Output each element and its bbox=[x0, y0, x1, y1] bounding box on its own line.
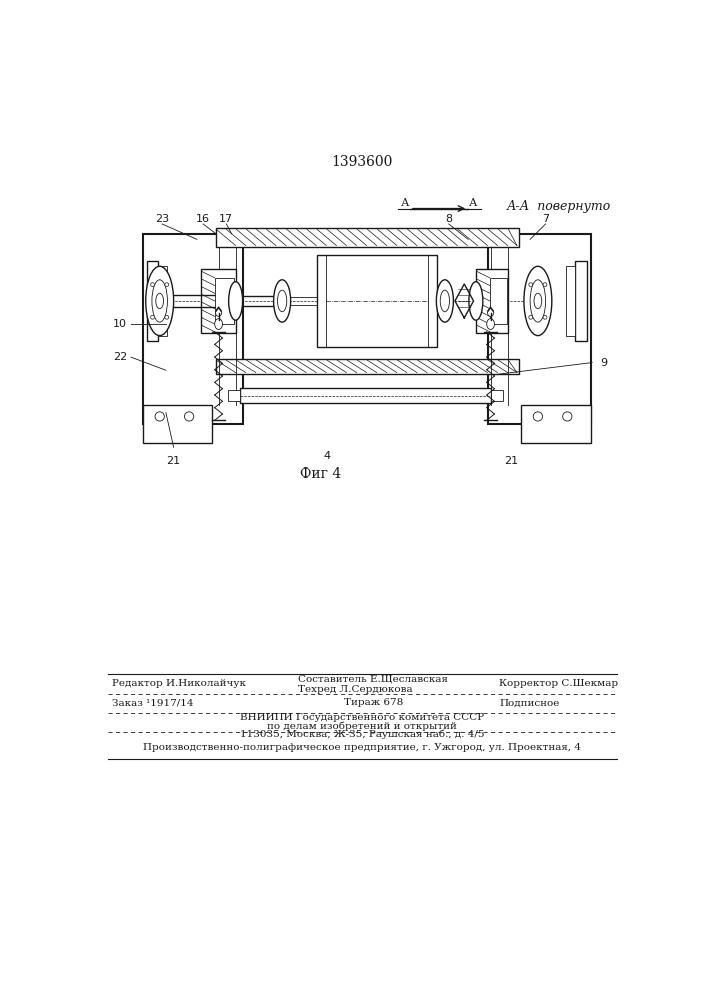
Text: 22: 22 bbox=[113, 352, 127, 362]
Ellipse shape bbox=[165, 283, 169, 287]
Bar bbox=[491, 390, 503, 401]
Ellipse shape bbox=[156, 293, 163, 309]
Text: 4: 4 bbox=[324, 451, 331, 461]
Bar bbox=[317, 255, 437, 347]
Text: 9: 9 bbox=[600, 358, 607, 368]
Text: 7: 7 bbox=[542, 214, 549, 224]
Text: по делам изобретений и открытий: по делам изобретений и открытий bbox=[267, 721, 457, 731]
Ellipse shape bbox=[146, 266, 174, 336]
Text: 10: 10 bbox=[113, 319, 127, 329]
Ellipse shape bbox=[486, 319, 494, 329]
Ellipse shape bbox=[274, 280, 291, 322]
Text: Техред Л.Сердюкова: Техред Л.Сердюкова bbox=[298, 685, 412, 694]
Text: Тираж 678: Тираж 678 bbox=[344, 698, 404, 707]
Ellipse shape bbox=[155, 412, 164, 421]
Ellipse shape bbox=[440, 290, 450, 312]
Ellipse shape bbox=[534, 293, 542, 309]
Ellipse shape bbox=[185, 412, 194, 421]
Bar bbox=[158, 266, 168, 336]
Bar bbox=[490, 278, 507, 324]
Ellipse shape bbox=[524, 266, 552, 336]
Bar bbox=[228, 390, 240, 401]
Text: ВНИИПИ Государственного комитета СССР: ВНИИПИ Государственного комитета СССР bbox=[240, 713, 484, 722]
Bar bbox=[216, 359, 518, 374]
Ellipse shape bbox=[543, 283, 547, 287]
Text: 16: 16 bbox=[196, 214, 210, 224]
Text: Заказ ¹1917/14: Заказ ¹1917/14 bbox=[112, 698, 193, 707]
Text: 8: 8 bbox=[445, 214, 452, 224]
Bar bbox=[215, 278, 234, 324]
Bar bbox=[575, 261, 587, 341]
Ellipse shape bbox=[530, 280, 546, 322]
Ellipse shape bbox=[469, 282, 483, 320]
Text: 17: 17 bbox=[219, 214, 233, 224]
Ellipse shape bbox=[543, 315, 547, 319]
Text: 21: 21 bbox=[503, 456, 518, 466]
Ellipse shape bbox=[151, 315, 155, 319]
Bar bbox=[146, 261, 158, 341]
Bar bbox=[216, 228, 518, 247]
Bar bbox=[201, 269, 235, 333]
Text: 21: 21 bbox=[167, 456, 181, 466]
Text: Редактор И.Николайчук: Редактор И.Николайчук bbox=[112, 679, 245, 688]
Text: Подписное: Подписное bbox=[499, 698, 559, 707]
Text: Составитель Е.Щеславская: Составитель Е.Щеславская bbox=[298, 675, 448, 684]
Text: А: А bbox=[469, 198, 478, 208]
Text: 1393600: 1393600 bbox=[332, 155, 392, 169]
Bar bbox=[143, 234, 243, 424]
Text: А-А  повернуто: А-А повернуто bbox=[507, 200, 611, 213]
Ellipse shape bbox=[277, 290, 287, 312]
Bar bbox=[488, 234, 590, 424]
Ellipse shape bbox=[215, 319, 223, 329]
Text: Фиг 4: Фиг 4 bbox=[300, 466, 341, 481]
Ellipse shape bbox=[533, 412, 542, 421]
Ellipse shape bbox=[488, 309, 493, 316]
Ellipse shape bbox=[529, 315, 532, 319]
Ellipse shape bbox=[152, 280, 168, 322]
Bar bbox=[143, 405, 212, 443]
Ellipse shape bbox=[151, 283, 155, 287]
Text: Производственно-полиграфическое предприятие, г. Ужгород, ул. Проектная, 4: Производственно-полиграфическое предприя… bbox=[143, 743, 581, 752]
Ellipse shape bbox=[216, 309, 222, 316]
Bar bbox=[240, 388, 491, 403]
Ellipse shape bbox=[436, 280, 453, 322]
Text: Корректор С.Шекмар: Корректор С.Шекмар bbox=[499, 679, 618, 688]
Text: 23: 23 bbox=[155, 214, 169, 224]
Ellipse shape bbox=[529, 283, 532, 287]
Ellipse shape bbox=[228, 282, 243, 320]
Ellipse shape bbox=[165, 315, 169, 319]
Bar bbox=[476, 269, 508, 333]
Text: 113035, Москва, Ж-35, Раушская наб., д. 4/5: 113035, Москва, Ж-35, Раушская наб., д. … bbox=[240, 730, 484, 739]
Text: А: А bbox=[400, 198, 409, 208]
Bar bbox=[521, 405, 590, 443]
Ellipse shape bbox=[563, 412, 572, 421]
Bar bbox=[566, 266, 575, 336]
